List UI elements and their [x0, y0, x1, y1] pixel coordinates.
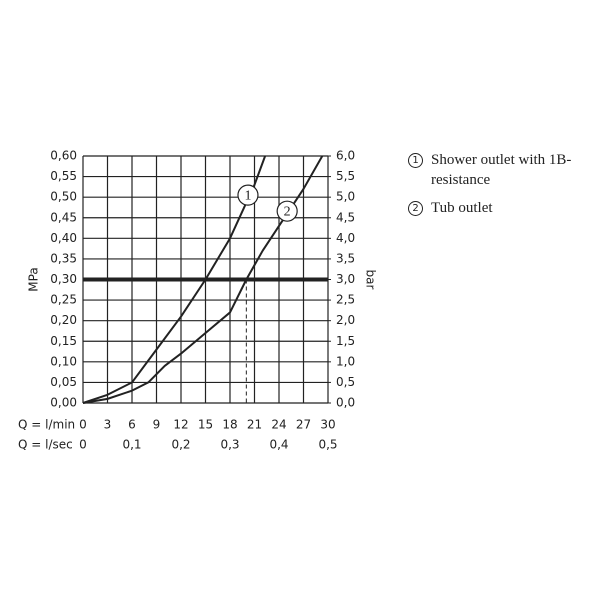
x-tick-label: 21 [247, 418, 262, 432]
y-tick-label: 0,00 [50, 396, 77, 410]
y-tick-label: 0,55 [50, 169, 77, 183]
x2-tick-label: 0,3 [220, 438, 239, 452]
x-tick-label: 0 [79, 418, 87, 432]
y-tick-label: 0,40 [50, 231, 77, 245]
curve-label: 1 [244, 188, 251, 203]
legend-label: Shower outlet with 1B-resistance [431, 152, 572, 188]
x-tick-label: 3 [104, 418, 112, 432]
y2-tick-label: 3,5 [336, 251, 355, 265]
y2-tick-label: 1,0 [336, 354, 355, 368]
x2-axis-label: Q = l/sec [18, 438, 73, 452]
x-tick-label: 12 [173, 418, 188, 432]
y2-tick-label: 2,0 [336, 313, 355, 327]
y-tick-label: 0,05 [50, 375, 77, 389]
y-tick-label: 0,35 [50, 251, 77, 265]
y2-tick-label: 4,5 [336, 210, 355, 224]
y-tick-label: 0,20 [50, 313, 77, 327]
y2-tick-label: 5,0 [336, 190, 355, 204]
curve-label: 2 [284, 204, 291, 219]
x2-tick-label: 0 [79, 438, 87, 452]
legend-entry: 2 Tub outlet [408, 198, 583, 218]
y2-axis-label: bar [364, 270, 378, 290]
x-tick-label: 18 [222, 418, 237, 432]
curve-marker [237, 184, 259, 206]
y2-tick-label: 0,0 [336, 396, 355, 410]
y2-tick-label: 6,0 [336, 149, 355, 163]
y2-tick-label: 3,0 [336, 272, 355, 286]
x2-tick-label: 0,1 [122, 438, 141, 452]
y2-tick-label: 0,5 [336, 375, 355, 389]
x-tick-label: 9 [153, 418, 161, 432]
x2-tick-label: 0,2 [171, 438, 190, 452]
legend-label: Tub outlet [431, 200, 493, 216]
legend: 1 Shower outlet with 1B-resistance 2 Tub ou… [408, 150, 583, 226]
x-tick-label: 15 [198, 418, 213, 432]
x-axis-label: Q = l/min [18, 418, 75, 432]
x2-tick-label: 0,4 [269, 438, 288, 452]
y-tick-label: 0,30 [50, 272, 77, 286]
y-tick-label: 0,25 [50, 293, 77, 307]
x-tick-label: 30 [320, 418, 335, 432]
x-tick-label: 24 [271, 418, 286, 432]
y-tick-label: 0,15 [50, 334, 77, 348]
y2-tick-label: 4,0 [336, 231, 355, 245]
y2-tick-label: 5,5 [336, 169, 355, 183]
series-line [82, 155, 324, 404]
x-tick-label: 6 [128, 418, 136, 432]
y2-tick-label: 1,5 [336, 334, 355, 348]
y-axis-label: MPa [27, 267, 41, 291]
x2-tick-label: 0,5 [318, 438, 337, 452]
y2-tick-label: 2,5 [336, 293, 355, 307]
x-tick-label: 27 [296, 418, 311, 432]
legend-marker: 1 [408, 153, 423, 168]
y-tick-label: 0,10 [50, 354, 77, 368]
y-tick-label: 0,50 [50, 190, 77, 204]
y-tick-label: 0,60 [50, 149, 77, 163]
curve-marker [276, 200, 298, 222]
legend-entry: 1 Shower outlet with 1B-resistance [408, 150, 583, 190]
legend-marker: 2 [408, 201, 423, 216]
y-tick-label: 0,45 [50, 210, 77, 224]
